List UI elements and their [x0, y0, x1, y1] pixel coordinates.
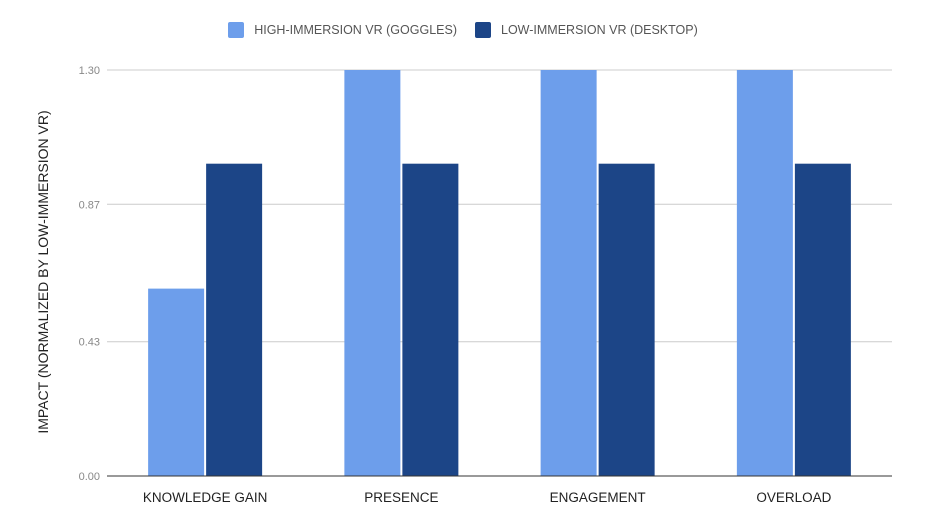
legend-swatch-low-immersion — [475, 22, 491, 38]
legend-item-high-immersion[interactable]: HIGH-IMMERSION VR (GOGGLES) — [228, 22, 457, 38]
x-tick-label: ENGAGEMENT — [550, 490, 646, 505]
legend-item-low-immersion[interactable]: LOW-IMMERSION VR (DESKTOP) — [475, 22, 698, 38]
y-tick-label: 0.87 — [79, 199, 100, 211]
x-tick-label: PRESENCE — [364, 490, 438, 505]
bar-high-immersion — [736, 70, 793, 476]
x-tick-label: OVERLOAD — [756, 490, 831, 505]
bar-high-immersion — [344, 70, 401, 476]
bar-low-immersion — [206, 163, 263, 476]
bar-high-immersion — [148, 288, 205, 476]
legend-label-high-immersion: HIGH-IMMERSION VR (GOGGLES) — [254, 23, 457, 37]
y-tick-label: 1.30 — [79, 65, 100, 77]
y-tick-label: 0.43 — [79, 337, 100, 349]
legend-swatch-high-immersion — [228, 22, 245, 38]
bar-low-immersion — [794, 163, 851, 476]
bar-low-immersion — [598, 163, 655, 476]
y-tick-label: 0.00 — [79, 471, 100, 483]
bar-high-immersion — [540, 70, 597, 476]
chart-legend: HIGH-IMMERSION VR (GOGGLES) LOW-IMMERSIO… — [0, 22, 926, 38]
x-tick-label: KNOWLEDGE GAIN — [143, 490, 268, 505]
legend-label-low-immersion: LOW-IMMERSION VR (DESKTOP) — [501, 23, 698, 37]
bar-low-immersion — [402, 163, 459, 476]
